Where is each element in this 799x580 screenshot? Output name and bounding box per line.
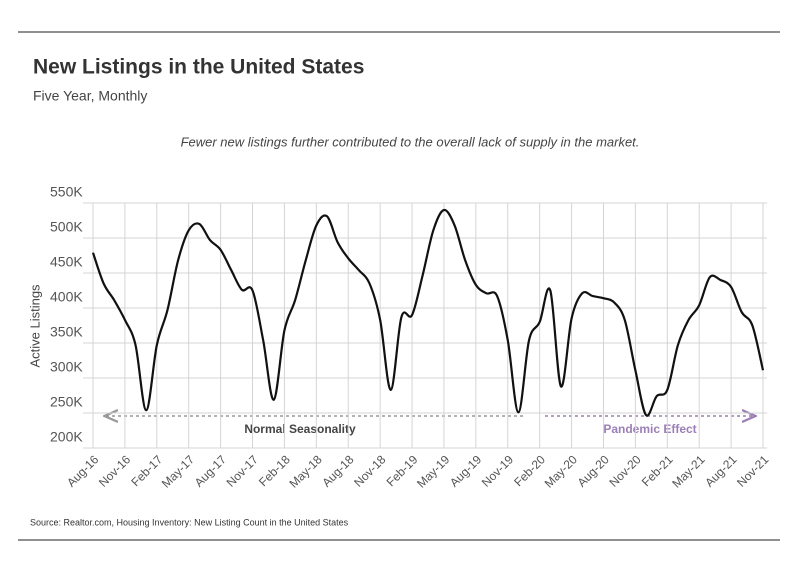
x-tick-label: May-21: [669, 452, 707, 490]
x-tick-label: May-20: [542, 452, 580, 490]
x-tick-label: Nov-20: [606, 452, 643, 489]
x-tick-label: Nov-16: [96, 452, 133, 489]
annotation: Normal Seasonality: [244, 422, 356, 436]
line: [91, 208, 765, 417]
y-axis-label: Active Listings: [27, 284, 42, 368]
x-tick-label: Nov-17: [224, 452, 261, 489]
y-tick-label: 250K: [50, 394, 83, 410]
x-tick-label: Aug-20: [575, 452, 612, 489]
chart-note: Fewer new listings further contributed t…: [181, 134, 640, 149]
x-tick-label: Nov-19: [479, 452, 516, 489]
x-tick-label: May-19: [414, 452, 452, 490]
source: Source: Realtor.com, Housing Inventory: …: [30, 517, 349, 527]
chart-subtitle: Five Year, Monthly: [33, 88, 147, 104]
y-tick-label: 350K: [50, 324, 83, 340]
x-tick-label: Feb-19: [384, 452, 421, 489]
y-tick-label: 400K: [50, 289, 83, 305]
chart-title: New Listings in the United States: [33, 56, 364, 79]
x-tick-label: Aug-16: [64, 452, 101, 489]
annotation: Pandemic Effect: [603, 422, 696, 436]
y-tick-label: 500K: [50, 219, 83, 235]
x-tick-label: May-17: [159, 452, 197, 490]
x-tick-label: Aug-21: [702, 452, 739, 489]
x-tick-label: Nov-21: [734, 452, 771, 489]
x-tick-label: Nov-18: [351, 452, 388, 489]
y-tick-label: 550K: [50, 184, 83, 200]
y-tick-label: 450K: [50, 254, 83, 270]
x-tick-label: Aug-18: [319, 452, 356, 489]
x-tick-label: Feb-21: [639, 452, 676, 489]
y-tick-label: 300K: [50, 359, 83, 375]
y-tick-label: 200K: [50, 429, 83, 445]
x-tick-label: Feb-20: [511, 452, 548, 489]
x-tick-label: Feb-18: [256, 452, 293, 489]
x-tick-label: Aug-17: [192, 452, 229, 489]
x-tick-label: Aug-19: [447, 452, 484, 489]
x-tick-label: May-18: [287, 452, 325, 490]
x-tick-label: Feb-17: [128, 452, 165, 489]
